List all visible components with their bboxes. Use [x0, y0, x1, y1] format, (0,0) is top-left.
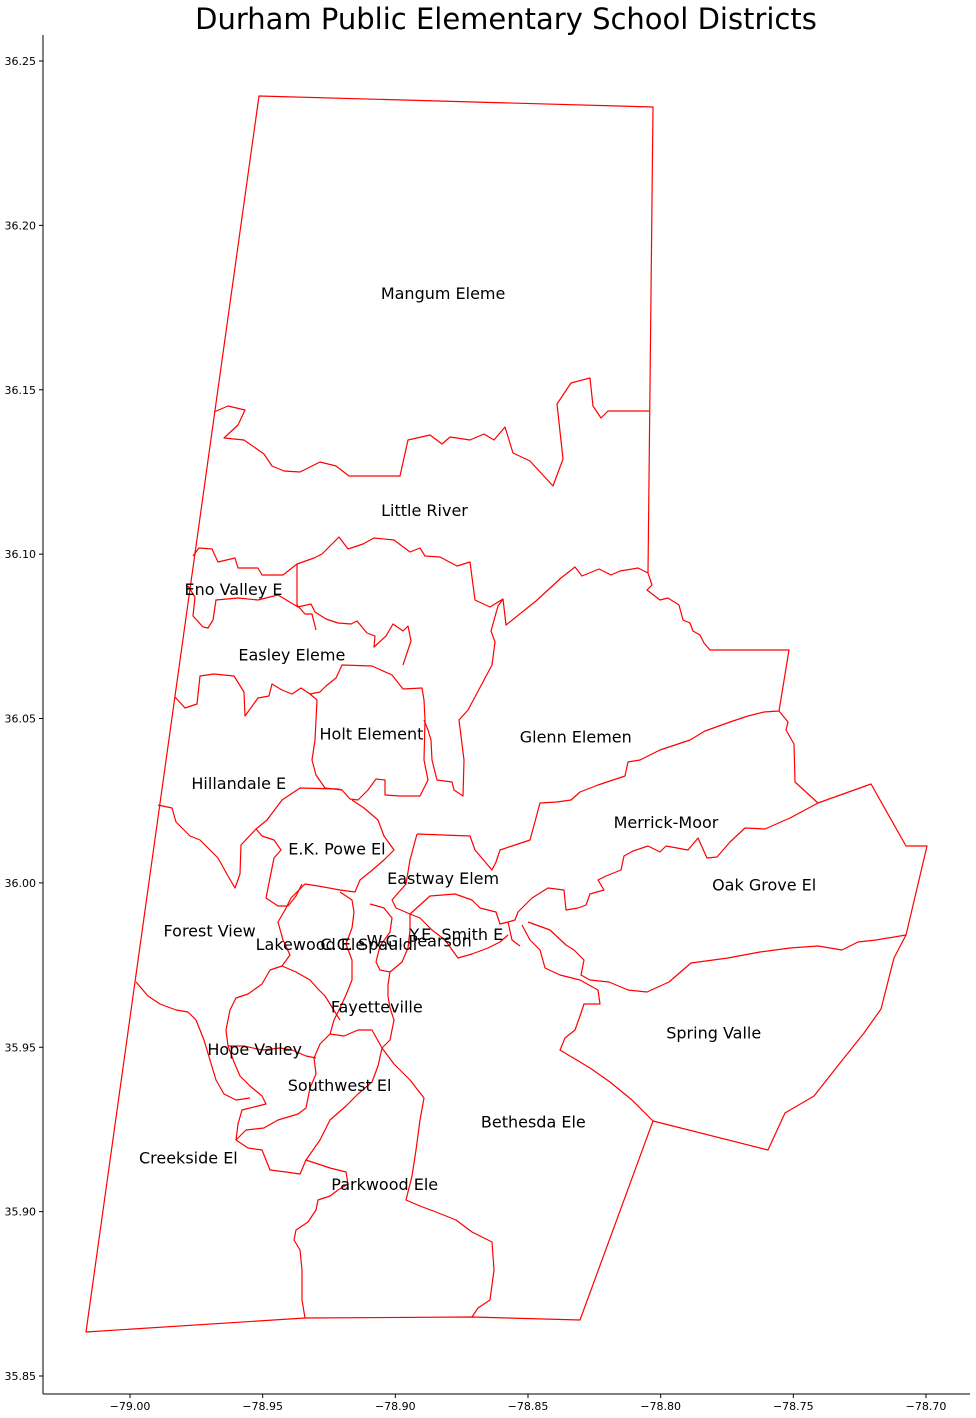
x-tick-label: −78.70: [906, 1400, 947, 1413]
district-label: Creekside El: [139, 1149, 238, 1168]
boundary-forest-hope: [135, 981, 251, 1101]
district-label: Merrick-Moor: [614, 813, 719, 832]
boundary-easley-north: [296, 564, 317, 631]
boundary-littleriver-south: [192, 536, 649, 626]
district-label: Hope Valley: [207, 1040, 302, 1059]
district-label: Oak Grove El: [712, 876, 816, 895]
y-tick-label: 36.05: [5, 713, 37, 726]
district-label: W.G. Pearson: [367, 932, 472, 951]
district-label: C.C. Spauldi: [320, 935, 417, 954]
boundary-central-cluster: [329, 891, 411, 1049]
district-label: Southwest El: [288, 1076, 392, 1095]
district-label: Y.E. Smith E: [409, 925, 504, 944]
y-axis-ticks: 36.25 36.20 36.15 36.10 36.05 36.00 35.95 35.90…: [5, 55, 43, 1383]
district-label: Eno Valley E: [184, 580, 282, 599]
boundary-parkwood: [293, 1159, 349, 1319]
district-label: Forest View: [164, 922, 256, 941]
x-tick-label: −78.90: [375, 1400, 416, 1413]
boundary-pearson: [369, 903, 393, 973]
district-label: Lakewood Ele: [256, 935, 366, 954]
map-title: Durham Public Elementary School District…: [195, 2, 817, 36]
boundary-glenn-merrick: [416, 710, 780, 871]
district-label: E.K. Powe El: [288, 840, 385, 859]
boundary-enovalley: [187, 585, 412, 666]
boundary-southwest: [235, 1047, 495, 1318]
boundary-holt-glenn: [423, 598, 504, 797]
axes: 36.25 36.20 36.15 36.10 36.05 36.00 35.95 35.90…: [5, 35, 970, 1413]
boundary-ye-smith: [409, 913, 509, 959]
boundary-spring-bethesda: [521, 924, 654, 1122]
boundary-ek-powe-west: [255, 828, 303, 907]
district-labels: Mangum Eleme Little River Eno Valley E Easl…: [139, 284, 816, 1194]
district-label: Eastway Elem: [387, 869, 499, 888]
district-label: Little River: [381, 501, 468, 520]
x-tick-label: −78.75: [773, 1400, 814, 1413]
district-label: Bethesda Ele: [481, 1112, 586, 1131]
county-outline: [85, 95, 928, 1333]
y-tick-label: 36.25: [5, 55, 37, 68]
district-label: Parkwood Ele: [331, 1175, 438, 1194]
y-tick-label: 36.20: [5, 219, 37, 232]
y-tick-label: 35.85: [5, 1370, 37, 1383]
district-label: Mangum Eleme: [381, 284, 506, 303]
y-tick-label: 36.10: [5, 548, 37, 561]
district-label: Fayetteville: [331, 997, 423, 1016]
y-tick-label: 35.95: [5, 1041, 37, 1054]
x-axis-ticks: −79.00 −78.95 −78.90 −78.85 −78.80 −78.75 −78.…: [110, 1394, 947, 1413]
x-tick-label: −79.00: [110, 1400, 151, 1413]
district-label: Holt Element: [320, 724, 424, 743]
district-label: Easley Eleme: [238, 646, 345, 665]
boundary-hope-southwest: [228, 1045, 317, 1059]
y-tick-label: 35.90: [5, 1206, 37, 1219]
district-label: Glenn Elemen: [520, 728, 632, 747]
boundary-mangum-littleriver: [213, 377, 649, 487]
boundary-ek-powe: [277, 799, 395, 1021]
x-tick-label: −78.95: [242, 1400, 283, 1413]
x-tick-label: −78.80: [640, 1400, 681, 1413]
boundary-hillandale: [157, 787, 343, 889]
district-label: Spring Valle: [666, 1024, 761, 1043]
boundary-eastway: [391, 833, 509, 925]
y-tick-label: 36.00: [5, 877, 37, 890]
boundary-easley-south: [174, 664, 429, 801]
district-label: Hillandale E: [191, 774, 286, 793]
boundary-merrick-oakgrove: [507, 802, 819, 947]
district-boundaries: [85, 95, 928, 1333]
boundary-oakgrove-spring: [527, 921, 907, 993]
boundary-lakewood-hope: [225, 965, 331, 1141]
y-tick-label: 36.15: [5, 384, 37, 397]
x-tick-label: −78.85: [508, 1400, 549, 1413]
